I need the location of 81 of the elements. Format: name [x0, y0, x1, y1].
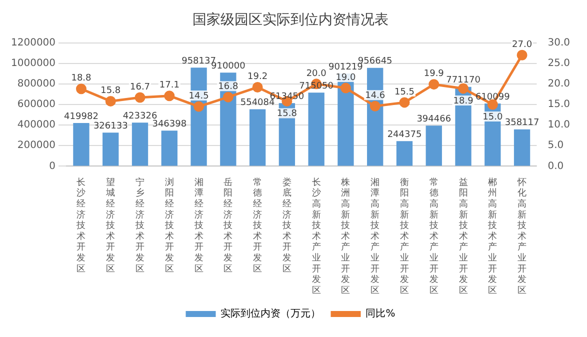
- bar: [73, 123, 90, 166]
- y-tick-label: 1200000: [10, 37, 56, 48]
- data-label: 27.0: [512, 40, 532, 50]
- category-label: 常德高新技术产业开发区: [429, 178, 438, 296]
- category-label: 望城经济技术开发区: [106, 178, 116, 274]
- y-tick-label: 600000: [17, 99, 56, 110]
- data-label: 19.0: [336, 72, 356, 83]
- data-label: 244375: [387, 130, 422, 140]
- data-label: 16.8: [218, 82, 238, 92]
- category-label: 株洲高新技术产业开发区: [341, 178, 350, 296]
- y2-tick-label: 10.0: [548, 120, 570, 131]
- y2-tick-label: 15.0: [548, 99, 570, 110]
- bar: [102, 132, 119, 166]
- bar: [308, 92, 324, 166]
- category-label: 湘潭经济技术开发区: [194, 178, 204, 274]
- bar: [161, 130, 178, 166]
- data-label: 419982: [64, 112, 98, 122]
- legend-label: 同比%: [366, 308, 396, 320]
- bar: [132, 122, 148, 166]
- data-label: 554084: [240, 98, 276, 108]
- point: [516, 50, 528, 60]
- data-label: 15.0: [482, 112, 503, 122]
- data-label: 326133: [93, 122, 128, 132]
- data-label: 771170: [446, 76, 481, 86]
- point: [105, 96, 116, 106]
- data-label: 17.1: [159, 80, 180, 91]
- y2-tick-label: 0.0: [548, 160, 564, 172]
- data-label: 15.5: [394, 87, 415, 98]
- y2-tick-label: 5.0: [548, 140, 564, 152]
- category-label: 浏阳经济技术开发区: [164, 178, 174, 274]
- data-label: 358117: [504, 118, 540, 128]
- y2-tick-label: 20.0: [548, 78, 570, 90]
- data-label: 19.9: [424, 69, 444, 80]
- data-label: 15.8: [100, 86, 121, 96]
- data-label: 18.8: [71, 74, 92, 84]
- bar: [396, 141, 413, 166]
- bar: [426, 126, 442, 166]
- legend-label: 实际到位内资（万元）: [220, 308, 321, 320]
- chart-title: 国家级园区实际到位内资情况表: [192, 12, 388, 28]
- data-label: 19.2: [248, 72, 268, 82]
- category-label: 长沙高新技术产业开发区: [312, 178, 321, 296]
- category-label: 益阳高新技术产业开发区: [458, 178, 468, 296]
- category-label: 湘潭高新技术产业开发区: [370, 178, 380, 296]
- data-label: 18.9: [453, 96, 474, 106]
- category-label: 常德经济技术开发区: [253, 178, 262, 274]
- data-label: 16.7: [130, 82, 150, 92]
- point: [428, 79, 440, 90]
- point: [134, 92, 146, 103]
- category-label: 郴州高新技术产业开发区: [488, 178, 498, 296]
- y2-tick-label: 30.0: [548, 37, 570, 48]
- point: [252, 82, 263, 92]
- y2-tick-label: 25.0: [548, 58, 570, 69]
- category-label: 岳阳经济技术开发区: [224, 178, 233, 274]
- point: [194, 101, 204, 112]
- y-tick-label: 0: [49, 160, 56, 172]
- y-tick-label: 200000: [17, 140, 56, 152]
- point: [340, 82, 351, 94]
- data-label: 910000: [210, 61, 246, 72]
- data-label: 394466: [416, 114, 452, 124]
- data-label: 15.8: [276, 109, 298, 120]
- bar: [249, 109, 266, 166]
- point: [370, 100, 380, 112]
- data-label: 346398: [152, 119, 187, 130]
- point: [399, 97, 410, 108]
- data-label: 14.5: [188, 91, 209, 102]
- category-label: 衡阳高新技术产业开发区: [400, 178, 409, 296]
- category-label: 宁乡经济技术开发区: [136, 178, 145, 274]
- y-tick-label: 1000000: [10, 58, 56, 69]
- y-tick-label: 400000: [17, 120, 56, 131]
- point: [222, 92, 234, 102]
- data-label: 14.6: [365, 90, 386, 101]
- y-tick-label: 800000: [17, 78, 56, 90]
- data-label: 901219: [328, 62, 364, 72]
- point: [76, 84, 86, 94]
- category-label: 娄底经济技术开发区: [282, 178, 292, 274]
- category-label: 怀化高新技术产业开发区: [518, 178, 527, 296]
- category-label: 长沙经济技术开发区: [76, 178, 86, 274]
- bar: [514, 129, 530, 166]
- point: [164, 90, 175, 102]
- point: [458, 83, 469, 94]
- data-label: 20.0: [306, 68, 327, 79]
